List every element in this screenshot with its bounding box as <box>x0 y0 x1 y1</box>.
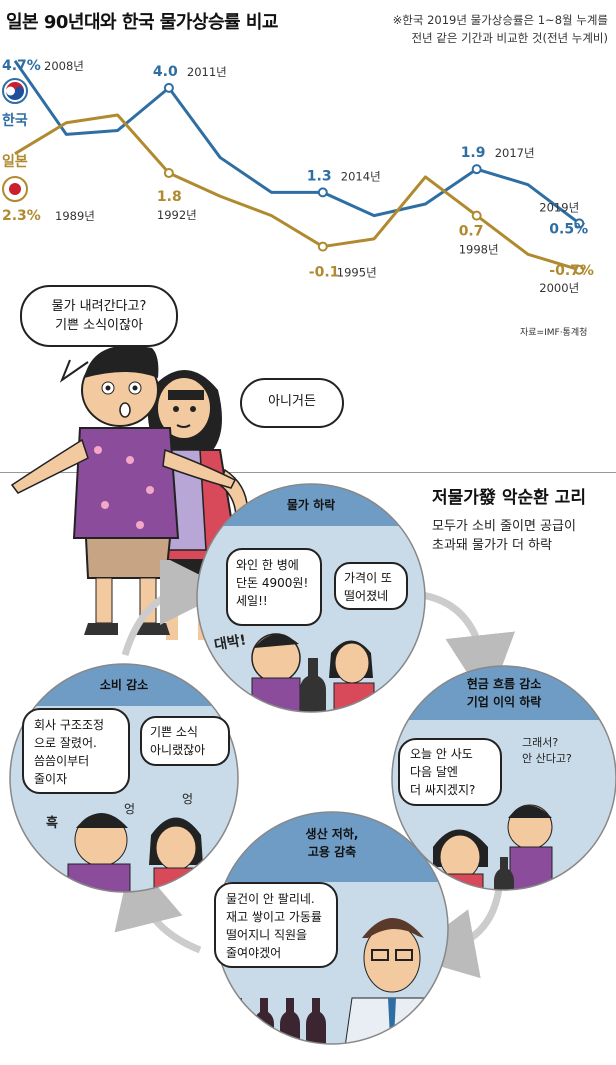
man-bubble-line-2: 기쁜 소식이잖아 <box>55 318 143 333</box>
consumption-bubble-2-line-2: 아니랬잖아 <box>150 743 206 757</box>
arrow-to-consumption <box>114 856 202 954</box>
panel-price-drop-title: 물가 하락 <box>287 497 335 512</box>
data-point-japan-3 <box>163 168 174 179</box>
series-tag-japan: 일본 <box>2 154 28 170</box>
section-divider <box>0 472 616 473</box>
value-label-korea-6: 1.3 <box>307 168 332 184</box>
cash-flow-bubble-1-line-1: 오늘 안 사도 <box>410 747 473 761</box>
data-point-korea-6 <box>317 187 328 198</box>
data-point-japan-9 <box>471 210 482 221</box>
woman-speech-bubble: 아니거든 <box>240 378 344 428</box>
production-bubble-line-1: 물건이 안 팔리네. <box>226 892 315 906</box>
cash-flow-mutter: 그래서? 안 산다고? <box>522 735 572 767</box>
data-point-japan-11 <box>574 264 585 275</box>
consumption-bubble-1-line-3: 씀씀이부터 <box>34 754 90 768</box>
value-label-japan-6: -0.1 <box>309 265 340 281</box>
production-bubble-line-2: 재고 쌓이고 가동률 <box>226 910 322 924</box>
year-label-korea-6: 2014년 <box>341 169 381 183</box>
value-label-japan-3: 1.8 <box>157 189 182 205</box>
price-drop-bubble-2-line-1: 가격이 또 <box>344 571 392 585</box>
year-label-japan-6: 1995년 <box>337 266 377 280</box>
cash-flow-mutter-line-2: 안 산다고? <box>522 752 572 765</box>
value-label-korea-11: 0.5% <box>549 221 588 237</box>
production-bubble-line-3: 떨어지니 직원을 <box>226 928 308 942</box>
cash-flow-bubble-1-line-2: 다음 달엔 <box>410 765 458 779</box>
woman-bubble-text: 아니거든 <box>268 394 316 409</box>
consumption-bubble-1-line-2: 으로 잘렸어. <box>34 736 97 750</box>
consumption-bubble-1-line-4: 줄이자 <box>34 772 68 786</box>
panel-production-title-2: 고용 감축 <box>308 844 356 859</box>
value-label-japan-11: -0.7% <box>549 263 594 279</box>
man-speech-bubble: 물가 내려간다고? 기쁜 소식이잖아 <box>20 285 178 347</box>
panel-production-title-1: 생산 저하, <box>306 826 359 841</box>
data-point-japan-6 <box>317 241 328 252</box>
arrow-to-cash-flow <box>421 591 516 705</box>
man-figure <box>10 345 237 635</box>
value-label-japan-0: 2.3% <box>2 208 41 224</box>
year-label-korea-9: 2017년 <box>495 146 535 160</box>
arrow-to-price-drop <box>121 560 230 657</box>
cycle-desc-line-2: 초과돼 물가가 더 하락 <box>432 538 553 553</box>
price-drop-bubble-2-line-2: 떨어졌네 <box>344 589 389 603</box>
year-label-korea-0: 2008년 <box>44 59 84 73</box>
consumption-sfx-1: 흑 <box>46 816 58 831</box>
chart-title: 일본 90년대와 한국 물가상승률 비교 <box>6 12 278 33</box>
consumption-sfx-3: 엉 <box>182 792 194 806</box>
year-label-japan-9: 1998년 <box>459 243 499 257</box>
cash-flow-mutter-line-1: 그래서? <box>522 736 559 749</box>
consumption-bubble-2-line-1: 기쁜 소식 <box>150 725 198 739</box>
production-bubble: 물건이 안 팔리네. 재고 쌓이고 가동률 떨어지니 직원을 줄여야겠어 <box>214 882 338 968</box>
price-drop-bubble-1: 와인 한 병에 단돈 4900원! 세일!! <box>226 548 322 626</box>
data-point-korea-11 <box>574 218 585 229</box>
panel-cash-flow-title-2: 기업 이익 하락 <box>467 694 542 709</box>
data-point-korea-3 <box>163 82 174 93</box>
korea-flag-icon <box>2 78 28 104</box>
panel-cash-flow: 현금 흐름 감소 기업 이익 하락 <box>391 665 616 891</box>
production-bubble-line-4: 줄여야겠어 <box>226 946 282 960</box>
japan-flag-icon <box>2 176 28 202</box>
consumption-sfx-2: 엉 <box>124 802 136 816</box>
cycle-arrows <box>114 560 516 979</box>
panel-consumption: 소비 감소 <box>9 663 239 893</box>
cycle-desc-line-1: 모두가 소비 줄이면 공급이 <box>432 519 576 534</box>
cash-flow-bubble-1-line-3: 더 싸지겠지? <box>410 783 476 797</box>
consumption-bubble-1-line-1: 회사 구조조정 <box>34 718 105 732</box>
year-label-japan-0: 1989년 <box>55 209 95 223</box>
arrow-to-production <box>405 879 504 979</box>
data-point-korea-9 <box>471 164 482 175</box>
chart-note-line-2: 전년 같은 기간과 비교한 것(전년 누계비) <box>411 31 608 45</box>
panel-cash-flow-title-1: 현금 흐름 감소 <box>467 676 542 691</box>
value-label-korea-3: 4.0 <box>153 64 178 80</box>
panel-consumption-title: 소비 감소 <box>100 677 148 692</box>
source-label: 자료=IMF·통계청 <box>520 326 587 338</box>
series-tag-korea: 한국 <box>2 113 28 129</box>
price-drop-bubble-1-line-3: 세일!! <box>236 594 268 608</box>
consumption-bubble-2: 기쁜 소식 아니랬잖아 <box>140 716 230 766</box>
series-line-japan <box>14 113 580 272</box>
year-label-japan-3: 1992년 <box>157 208 197 222</box>
price-drop-bubble-1-line-1: 와인 한 병에 <box>236 558 299 572</box>
consumption-bubble-1: 회사 구조조정 으로 잘렸어. 씀씀이부터 줄이자 <box>22 708 130 794</box>
series-line-korea <box>13 59 581 225</box>
chart-note-line-1: ※한국 2019년 물가상승률은 1~8월 누계를 <box>392 13 608 27</box>
inflation-line-chart: 4.7% 2008년 4.0 2011년 1.3 2014년 1.9 2017년 0.5% 201… <box>2 58 594 338</box>
value-label-japan-9: 0.7 <box>459 224 484 240</box>
value-label-korea-9: 1.9 <box>461 145 486 161</box>
year-label-korea-3: 2011년 <box>187 65 227 79</box>
year-label-japan-11: 2000년 <box>539 281 579 295</box>
price-drop-bubble-2: 가격이 또 떨어졌네 <box>334 562 408 610</box>
cycle-title: 저물가發 악순환 고리 <box>432 488 586 508</box>
cash-flow-bubble-1: 오늘 안 사도 다음 달엔 더 싸지겠지? <box>398 738 502 806</box>
year-label-korea-11: 2019년 <box>539 200 579 214</box>
value-label-korea-0: 4.7% <box>2 58 41 74</box>
man-bubble-line-1: 물가 내려간다고? <box>51 299 147 314</box>
price-drop-bubble-1-line-2: 단돈 4900원! <box>236 576 309 590</box>
